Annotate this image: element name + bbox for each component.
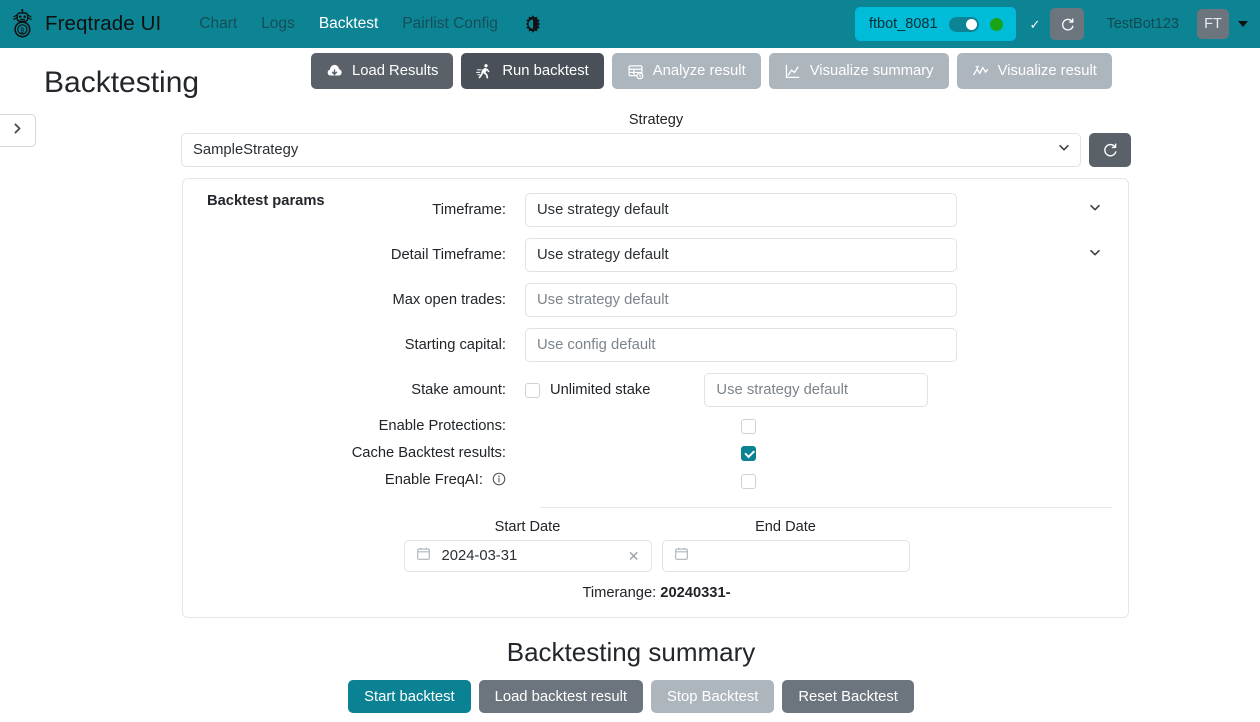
max-open-trades-label: Max open trades:: [392, 292, 506, 308]
unlimited-stake-label[interactable]: Unlimited stake: [550, 382, 651, 398]
chevron-down-icon: [1088, 246, 1102, 265]
brightness-half-icon[interactable]: [522, 13, 544, 35]
enable-freqai-checkbox[interactable]: [741, 473, 756, 489]
analyze-result-label: Analyze result: [652, 63, 746, 79]
refresh-icon: [1104, 143, 1117, 157]
backtest-toolbar: Load Results Run backtest Analyze result: [311, 53, 1112, 89]
load-backtest-result-button[interactable]: Load backtest result: [478, 680, 644, 713]
visualize-result-label: Visualize result: [997, 63, 1097, 79]
date-range-row: Start Date 2024-03-31 ✕ End Date: [183, 519, 1128, 572]
calendar-icon: [416, 546, 431, 566]
status-badge: [989, 17, 1003, 31]
info-circle-icon[interactable]: [492, 472, 506, 490]
timeframe-select-wrapper: [525, 193, 1112, 227]
cache-backtest-results-checkbox[interactable]: [741, 445, 756, 461]
chevron-down-icon: [1088, 201, 1102, 220]
run-backtest-button[interactable]: Run backtest: [461, 53, 604, 89]
reload-strategies-button[interactable]: [1089, 133, 1131, 167]
nav-link-pairlist-config[interactable]: Pairlist Config: [402, 15, 498, 32]
user-name: TestBot123: [1106, 16, 1179, 32]
backtest-params-card: Backtest params Timeframe: Detail Timefr…: [182, 178, 1129, 618]
stop-backtest-button[interactable]: Stop Backtest: [651, 680, 775, 713]
page-header: Backtesting: [0, 48, 1260, 104]
refresh-button[interactable]: [1050, 8, 1085, 40]
bot-selector[interactable]: ftbot_8081: [854, 7, 1016, 41]
visualize-summary-button[interactable]: Visualize summary: [768, 53, 949, 89]
nav-link-backtest[interactable]: Backtest: [318, 15, 379, 32]
chevron-right-icon: [11, 122, 24, 140]
check-icon: ✓: [1029, 16, 1041, 32]
nav-link-logs[interactable]: Logs: [261, 15, 295, 32]
running-person-icon: [476, 63, 493, 80]
detail-timeframe-select-wrapper: [525, 238, 1112, 272]
page-title: Backtesting: [44, 66, 200, 99]
brand-text: Freqtrade UI: [45, 12, 162, 35]
start-date-group: Start Date 2024-03-31 ✕: [403, 519, 652, 572]
visualize-result-button[interactable]: Visualize result: [956, 53, 1112, 89]
card-title: Backtest params: [207, 193, 325, 209]
detail-timeframe-select[interactable]: [525, 238, 957, 272]
end-date-input[interactable]: [661, 540, 910, 572]
nav-link-chart[interactable]: Chart: [199, 15, 238, 32]
backtesting-summary-title: Backtesting summary: [506, 637, 756, 667]
strategy-section: Strategy: [181, 112, 1131, 167]
reset-backtest-button[interactable]: Reset Backtest: [782, 680, 914, 713]
enable-protections-label: Enable Protections:: [378, 418, 506, 434]
refresh-icon: [1062, 18, 1074, 31]
calendar-icon: [674, 546, 689, 566]
navbar-right: ftbot_8081 ✓ TestBot123 FT: [854, 7, 1248, 41]
start-backtest-button[interactable]: Start backtest: [348, 680, 471, 713]
squiggle-chart-icon: [972, 63, 989, 80]
starting-capital-label: Starting capital:: [404, 337, 506, 353]
max-open-trades-input[interactable]: [525, 283, 957, 317]
summary-actions: Start backtest Load backtest result Stop…: [0, 680, 1260, 713]
nav-links: Chart Logs Backtest Pairlist Config: [187, 15, 510, 33]
enable-protections-checkbox[interactable]: [741, 418, 756, 434]
timeframe-label: Timeframe:: [432, 202, 506, 218]
strategy-select[interactable]: [181, 133, 1081, 167]
sidebar-expand-button[interactable]: [0, 114, 36, 147]
brand[interactable]: ₿ Freqtrade UI: [10, 9, 161, 39]
starting-capital-input[interactable]: [525, 328, 957, 362]
timerange-value: 20240331-: [660, 585, 731, 601]
analyze-result-button[interactable]: Analyze result: [611, 53, 761, 89]
run-backtest-label: Run backtest: [502, 63, 589, 79]
load-results-button[interactable]: Load Results: [311, 53, 454, 89]
bot-name: ftbot_8081: [868, 16, 938, 32]
form-divider: [540, 507, 1112, 508]
line-chart-icon: [784, 63, 801, 80]
table-clock-icon: [627, 63, 644, 80]
avatar[interactable]: FT: [1197, 9, 1229, 39]
navbar: ₿ Freqtrade UI Chart Logs Backtest Pairl…: [0, 0, 1260, 48]
stake-amount-label: Stake amount:: [411, 382, 506, 398]
unlimited-stake-checkbox[interactable]: [525, 382, 540, 398]
end-date-label: End Date: [755, 519, 816, 535]
enable-freqai-label: Enable FreqAI:: [183, 472, 525, 490]
load-results-label: Load Results: [352, 63, 439, 79]
detail-timeframe-label: Detail Timeframe:: [390, 247, 506, 263]
bot-enabled-toggle[interactable]: [948, 16, 979, 32]
strategy-label: Strategy: [628, 112, 684, 128]
svg-text:₿: ₿: [20, 27, 25, 34]
timeframe-select[interactable]: [525, 193, 957, 227]
visualize-summary-label: Visualize summary: [809, 63, 934, 79]
strategy-select-wrapper: [181, 133, 1081, 167]
end-date-group: End Date: [661, 519, 910, 572]
cloud-download-icon: [326, 63, 343, 80]
cache-backtest-results-label: Cache Backtest results:: [351, 445, 506, 461]
backtest-params-form: Timeframe: Detail Timeframe: Max open tr…: [183, 193, 1128, 490]
start-date-label: Start Date: [494, 519, 561, 535]
close-icon[interactable]: ✕: [627, 548, 640, 564]
timerange-prefix: Timerange:: [582, 585, 657, 601]
robot-icon: ₿: [10, 9, 36, 39]
caret-down-icon[interactable]: [1238, 21, 1248, 27]
timerange-text: Timerange: 20240331-: [183, 585, 1128, 601]
stake-amount-input[interactable]: [704, 373, 929, 407]
start-date-input[interactable]: 2024-03-31 ✕: [403, 540, 652, 572]
start-date-value: 2024-03-31: [441, 548, 518, 564]
